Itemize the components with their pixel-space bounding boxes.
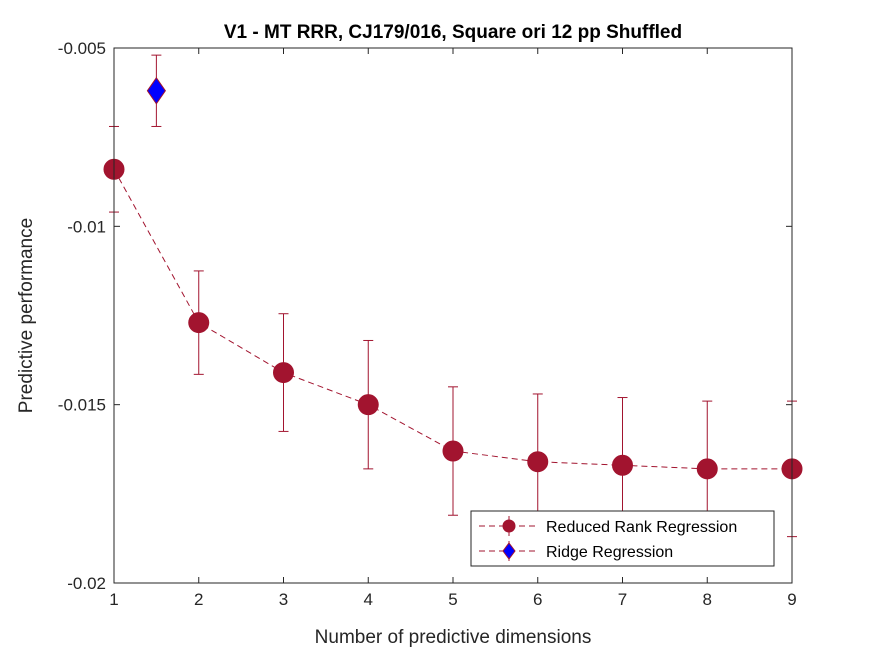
x-tick-label: 6 [533,590,542,609]
x-tick-label: 1 [109,590,118,609]
x-axis-ticks: 1 2 3 4 5 6 7 8 9 [109,48,797,609]
y-tick-label: -0.015 [58,396,106,415]
legend: Reduced Rank Regression Ridge Regression [470,510,775,567]
x-tick-label: 5 [448,590,457,609]
rrr-data-point [612,454,633,476]
y-tick-label: -0.005 [58,39,106,58]
x-tick-label: 7 [618,590,627,609]
y-axis-label: Predictive performance [16,218,37,413]
rrr-data-point [188,312,210,334]
legend-label: Ridge Regression [546,544,673,561]
x-tick-label: 3 [279,590,288,609]
rrr-data-point [442,440,464,462]
chart-title: V1 - MT RRR, CJ179/016, Square ori 12 pp… [224,22,682,43]
plot-area [103,54,803,538]
rrr-data-point [527,451,549,473]
y-tick-label: -0.02 [67,574,106,593]
y-tick-label: -0.01 [67,217,106,236]
legend-circle-marker [502,519,516,533]
rrr-data-point [273,362,294,384]
x-tick-label: 8 [703,590,712,609]
y-axis-ticks: -0.02 -0.015 -0.01 -0.005 [58,39,792,593]
legend-entry-ridge-regression: Ridge Regression [479,541,673,561]
rrr-data-point [696,458,718,480]
legend-box [470,510,775,567]
rrr-data-point [357,394,379,416]
legend-diamond-marker [502,542,516,560]
ridge-data-point [146,76,166,105]
x-tick-label: 9 [787,590,796,609]
x-axis-label: Number of predictive dimensions [315,627,592,648]
legend-entry-reduced-rank-regression: Reduced Rank Regression [479,516,737,536]
legend-label: Reduced Rank Regression [546,519,737,536]
x-tick-label: 2 [194,590,203,609]
x-tick-label: 4 [364,590,373,609]
